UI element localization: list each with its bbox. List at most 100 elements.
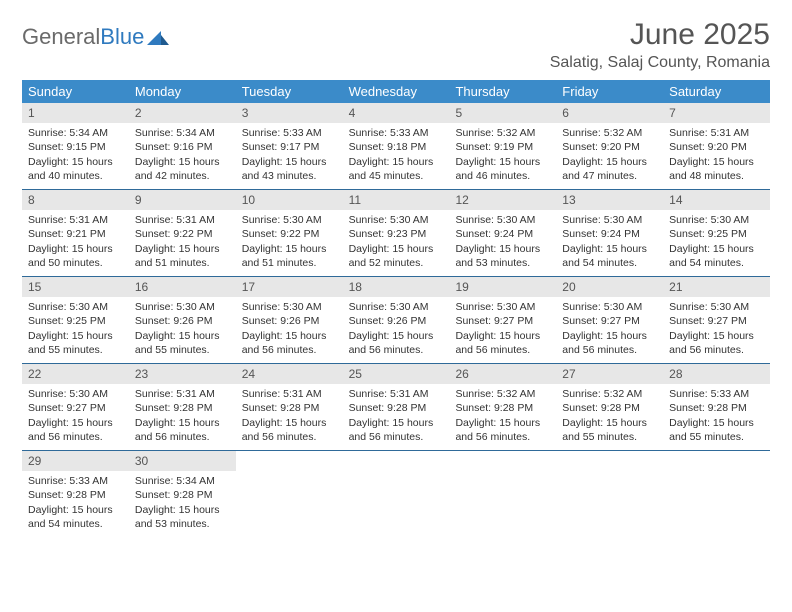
daylight-line: Daylight: 15 hours and 56 minutes. <box>669 329 764 357</box>
day-body: Sunrise: 5:30 AMSunset: 9:22 PMDaylight:… <box>236 210 343 276</box>
daylight-line: Daylight: 15 hours and 56 minutes. <box>455 416 550 444</box>
calendar-day: 20Sunrise: 5:30 AMSunset: 9:27 PMDayligh… <box>556 277 663 363</box>
daylight-line: Daylight: 15 hours and 55 minutes. <box>135 329 230 357</box>
day-number: 11 <box>343 190 450 210</box>
sunset-line: Sunset: 9:24 PM <box>455 227 550 241</box>
daylight-line: Daylight: 15 hours and 56 minutes. <box>28 416 123 444</box>
calendar-day: 28Sunrise: 5:33 AMSunset: 9:28 PMDayligh… <box>663 364 770 450</box>
day-number: 27 <box>556 364 663 384</box>
day-body: Sunrise: 5:31 AMSunset: 9:28 PMDaylight:… <box>129 384 236 450</box>
day-number: 8 <box>22 190 129 210</box>
header: GeneralBlue June 2025 Salatig, Salaj Cou… <box>22 18 770 72</box>
sunrise-line: Sunrise: 5:30 AM <box>349 213 444 227</box>
day-body: Sunrise: 5:32 AMSunset: 9:20 PMDaylight:… <box>556 123 663 189</box>
calendar-day: 25 Sunrise: 5:31 AMSunset: 9:28 PMDayligh… <box>343 364 450 450</box>
daylight-line: Daylight: 15 hours and 52 minutes. <box>349 242 444 270</box>
sunset-line: Sunset: 9:19 PM <box>455 140 550 154</box>
sunrise-line: Sunrise: 5:30 AM <box>562 213 657 227</box>
brand-part2: Blue <box>100 24 144 50</box>
daylight-line: Daylight: 15 hours and 56 minutes. <box>562 329 657 357</box>
sunset-line: Sunset: 9:28 PM <box>135 488 230 502</box>
calendar-day: 8Sunrise: 5:31 AMSunset: 9:21 PMDaylight… <box>22 190 129 276</box>
day-body: Sunrise: 5:31 AMSunset: 9:28 PMDaylight:… <box>236 384 343 450</box>
sunset-line: Sunset: 9:20 PM <box>669 140 764 154</box>
sunset-line: Sunset: 9:25 PM <box>28 314 123 328</box>
sunset-line: Sunset: 9:17 PM <box>242 140 337 154</box>
calendar-day: 5Sunrise: 5:32 AMSunset: 9:19 PMDaylight… <box>449 103 556 189</box>
daylight-line: Daylight: 15 hours and 47 minutes. <box>562 155 657 183</box>
sunrise-line: Sunrise: 5:30 AM <box>242 213 337 227</box>
day-body: Sunrise: 5:33 AMSunset: 9:28 PMDaylight:… <box>663 384 770 450</box>
day-body: Sunrise: 5:30 AMSunset: 9:24 PMDaylight:… <box>556 210 663 276</box>
sunset-line: Sunset: 9:18 PM <box>349 140 444 154</box>
day-body: Sunrise: 5:32 AMSunset: 9:28 PMDaylight:… <box>556 384 663 450</box>
calendar-weeks: 1Sunrise: 5:34 AMSunset: 9:15 PMDaylight… <box>22 103 770 537</box>
day-body: Sunrise: 5:34 AMSunset: 9:28 PMDaylight:… <box>129 471 236 537</box>
calendar-day: 30Sunrise: 5:34 AMSunset: 9:28 PMDayligh… <box>129 451 236 537</box>
calendar: SundayMondayTuesdayWednesdayThursdayFrid… <box>22 80 770 537</box>
title-block: June 2025 Salatig, Salaj County, Romania <box>550 18 770 72</box>
sunset-line: Sunset: 9:15 PM <box>28 140 123 154</box>
sunrise-line: Sunrise: 5:34 AM <box>135 126 230 140</box>
page-title: June 2025 <box>550 18 770 52</box>
brand-logo: GeneralBlue <box>22 18 169 50</box>
sunset-line: Sunset: 9:28 PM <box>562 401 657 415</box>
sunrise-line: Sunrise: 5:32 AM <box>562 387 657 401</box>
daylight-line: Daylight: 15 hours and 55 minutes. <box>669 416 764 444</box>
day-body: Sunrise: 5:34 AMSunset: 9:16 PMDaylight:… <box>129 123 236 189</box>
sunrise-line: Sunrise: 5:33 AM <box>242 126 337 140</box>
day-body: Sunrise: 5:30 AMSunset: 9:27 PMDaylight:… <box>556 297 663 363</box>
day-body: Sunrise: 5:33 AMSunset: 9:18 PMDaylight:… <box>343 123 450 189</box>
day-number: 23 <box>129 364 236 384</box>
day-body: Sunrise: 5:33 AMSunset: 9:17 PMDaylight:… <box>236 123 343 189</box>
sunrise-line: Sunrise: 5:30 AM <box>455 300 550 314</box>
calendar-day: 11Sunrise: 5:30 AMSunset: 9:23 PMDayligh… <box>343 190 450 276</box>
calendar-day: 10Sunrise: 5:30 AMSunset: 9:22 PMDayligh… <box>236 190 343 276</box>
weekday-header: Friday <box>556 80 663 103</box>
day-body: Sunrise: 5:32 AMSunset: 9:19 PMDaylight:… <box>449 123 556 189</box>
sunrise-line: Sunrise: 5:32 AM <box>455 387 550 401</box>
sunrise-line: Sunrise: 5:31 AM <box>242 387 337 401</box>
sunset-line: Sunset: 9:26 PM <box>135 314 230 328</box>
day-body: Sunrise: 5:30 AMSunset: 9:27 PMDaylight:… <box>663 297 770 363</box>
calendar-week: 15Sunrise: 5:30 AMSunset: 9:25 PMDayligh… <box>22 277 770 364</box>
day-number: 6 <box>556 103 663 123</box>
sunrise-line: Sunrise: 5:30 AM <box>562 300 657 314</box>
daylight-line: Daylight: 15 hours and 53 minutes. <box>135 503 230 531</box>
calendar-day <box>663 451 770 537</box>
daylight-line: Daylight: 15 hours and 55 minutes. <box>562 416 657 444</box>
day-body: Sunrise: 5:30 AMSunset: 9:26 PMDaylight:… <box>236 297 343 363</box>
sunset-line: Sunset: 9:27 PM <box>28 401 123 415</box>
day-number: 30 <box>129 451 236 471</box>
sunset-line: Sunset: 9:27 PM <box>669 314 764 328</box>
calendar-day: 18Sunrise: 5:30 AMSunset: 9:26 PMDayligh… <box>343 277 450 363</box>
calendar-day: 1Sunrise: 5:34 AMSunset: 9:15 PMDaylight… <box>22 103 129 189</box>
sunrise-line: Sunrise: 5:31 AM <box>349 387 444 401</box>
calendar-day: 3Sunrise: 5:33 AMSunset: 9:17 PMDaylight… <box>236 103 343 189</box>
sunset-line: Sunset: 9:25 PM <box>669 227 764 241</box>
sunset-line: Sunset: 9:28 PM <box>349 401 444 415</box>
calendar-day: 7Sunrise: 5:31 AMSunset: 9:20 PMDaylight… <box>663 103 770 189</box>
daylight-line: Daylight: 15 hours and 56 minutes. <box>242 329 337 357</box>
sunset-line: Sunset: 9:28 PM <box>28 488 123 502</box>
daylight-line: Daylight: 15 hours and 56 minutes. <box>349 416 444 444</box>
day-number: 4 <box>343 103 450 123</box>
daylight-line: Daylight: 15 hours and 54 minutes. <box>28 503 123 531</box>
daylight-line: Daylight: 15 hours and 50 minutes. <box>28 242 123 270</box>
day-number: 19 <box>449 277 556 297</box>
brand-triangle-icon <box>147 25 169 51</box>
day-body: Sunrise: 5:31 AMSunset: 9:21 PMDaylight:… <box>22 210 129 276</box>
day-body: Sunrise: 5:31 AMSunset: 9:20 PMDaylight:… <box>663 123 770 189</box>
calendar-week: 29Sunrise: 5:33 AMSunset: 9:28 PMDayligh… <box>22 451 770 537</box>
day-body: Sunrise: 5:30 AMSunset: 9:24 PMDaylight:… <box>449 210 556 276</box>
day-body: Sunrise: 5:32 AMSunset: 9:28 PMDaylight:… <box>449 384 556 450</box>
day-body: Sunrise: 5:30 AMSunset: 9:23 PMDaylight:… <box>343 210 450 276</box>
daylight-line: Daylight: 15 hours and 56 minutes. <box>135 416 230 444</box>
sunrise-line: Sunrise: 5:30 AM <box>28 300 123 314</box>
daylight-line: Daylight: 15 hours and 42 minutes. <box>135 155 230 183</box>
sunrise-line: Sunrise: 5:31 AM <box>135 387 230 401</box>
day-number: 25 <box>343 364 450 384</box>
sunset-line: Sunset: 9:16 PM <box>135 140 230 154</box>
calendar-day: 13Sunrise: 5:30 AMSunset: 9:24 PMDayligh… <box>556 190 663 276</box>
weekday-header: Saturday <box>663 80 770 103</box>
